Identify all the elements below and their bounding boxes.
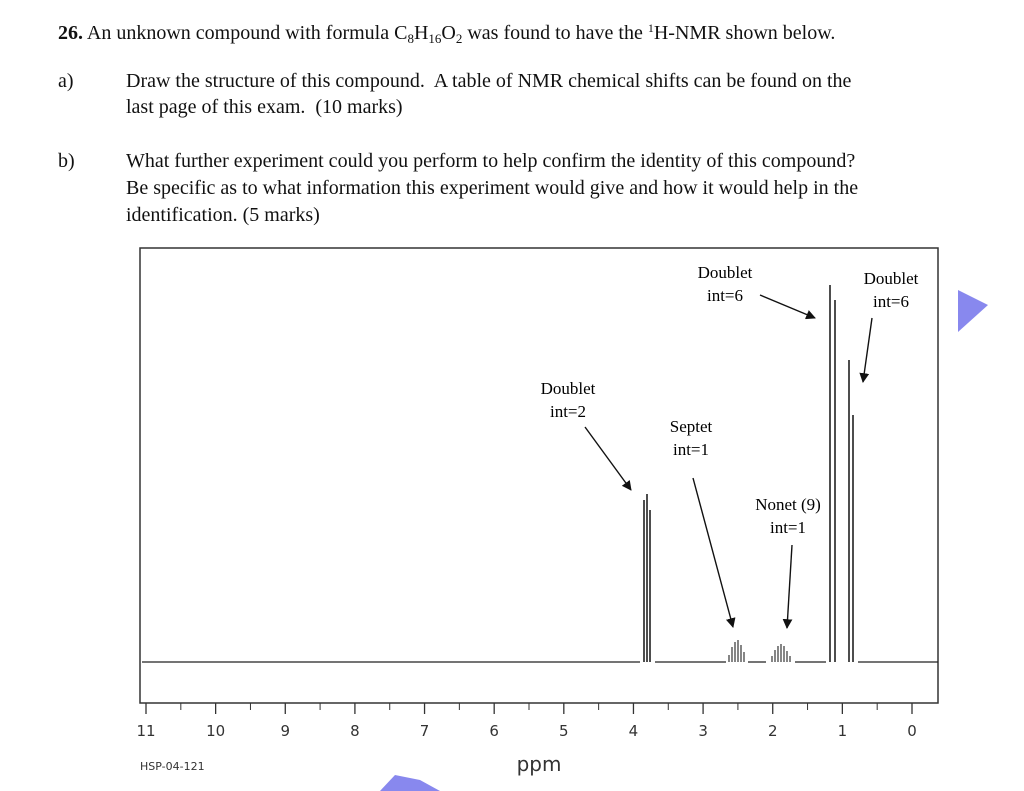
x-tick-label: 7: [420, 722, 430, 740]
q-sub: 16: [428, 31, 442, 46]
annotation: int=6: [707, 286, 743, 305]
q-sub: 8: [407, 31, 414, 46]
x-tick-label: 8: [350, 722, 360, 740]
annotation: Doublet: [698, 263, 753, 282]
q-sub: 2: [455, 31, 463, 46]
x-tick-label: 4: [629, 722, 639, 740]
arrows: [584, 294, 873, 629]
decoration: [380, 775, 440, 791]
x-tick-label: 11: [136, 722, 155, 740]
q-text: was found to have the: [462, 22, 648, 44]
q-text: An unknown compound with formula C: [86, 22, 408, 44]
x-tick-label: 6: [489, 722, 499, 740]
item-text: What further experiment could you perfor…: [126, 150, 856, 172]
spectrum-code: HSP-04-121: [140, 760, 205, 773]
x-tick-label: 10: [206, 722, 225, 740]
frame: [139, 247, 939, 704]
item-text: last page of this exam. (10 marks): [126, 96, 403, 118]
q-sup: 1: [647, 21, 654, 35]
annotation: Doublet: [864, 269, 919, 288]
x-tick-label: 0: [907, 722, 917, 740]
annotation: int=1: [770, 518, 806, 537]
annotation: Nonet (9): [755, 495, 821, 514]
item-label: a): [58, 70, 74, 92]
peaks: [142, 285, 938, 663]
annotation: int=2: [550, 402, 586, 421]
annotation: int=6: [873, 292, 909, 311]
annotation: Septet: [670, 417, 713, 436]
q-text: H-NMR shown below.: [653, 22, 836, 44]
annotation: int=1: [673, 440, 709, 459]
q-text: H: [413, 22, 429, 44]
annotation: Doublet: [541, 379, 596, 398]
x-tick-label: 9: [280, 722, 290, 740]
item-text: identification. (5 marks): [126, 204, 320, 226]
question: 26. An unknown compound with formula C8H…: [58, 17, 835, 50]
question-number: 26.: [58, 22, 83, 44]
x-tick-label: 2: [768, 722, 778, 740]
x-tick-label: 3: [698, 722, 708, 740]
item-label: b): [58, 150, 75, 172]
item-text: Draw the structure of this compound. A t…: [126, 70, 852, 92]
item-text: Be specific as to what information this …: [126, 177, 859, 199]
q-text: O: [441, 22, 456, 44]
x-tick-label: 1: [838, 722, 848, 740]
x-axis-label: ppm: [517, 752, 562, 776]
x-tick-label: 5: [559, 722, 569, 740]
decoration: [958, 290, 988, 332]
